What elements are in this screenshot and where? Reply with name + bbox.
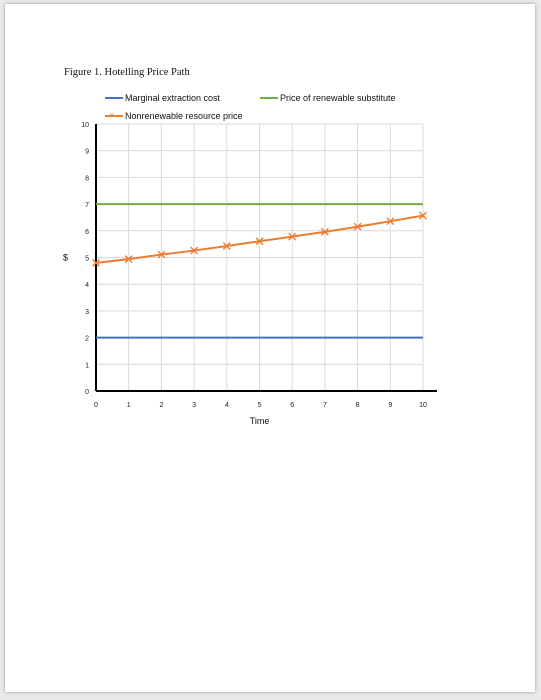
y-tick-label: 2	[85, 336, 89, 343]
x-tick-label: 3	[192, 402, 196, 409]
data-point-marker	[353, 222, 362, 231]
x-tick-label: 1	[127, 402, 131, 409]
y-tick-label: 1	[85, 362, 89, 369]
legend-swatch-nonrenewable-price: ×	[105, 110, 123, 120]
y-tick-label: 7	[85, 202, 89, 209]
legend-label-nonrenewable-price: Nonrenewable resource price	[125, 111, 243, 121]
x-tick-label: 7	[323, 402, 327, 409]
x-tick-label: 8	[356, 402, 360, 409]
x-tick-label: 9	[388, 402, 392, 409]
x-tick-label: 6	[290, 402, 294, 409]
legend-item-marginal-extraction-cost: Marginal extraction cost	[105, 93, 220, 103]
y-tick-label: 8	[85, 175, 89, 182]
x-axis-label: Time	[250, 416, 270, 426]
figure-title: Figure 1. Hotelling Price Path	[64, 67, 190, 78]
x-tick-label: 0	[94, 402, 98, 409]
x-tick-label: 4	[225, 402, 229, 409]
legend-swatch-marginal-extraction-cost	[105, 97, 123, 99]
document-page: Figure 1. Hotelling Price Path Marginal …	[5, 4, 535, 692]
data-point-marker	[320, 227, 329, 236]
x-tick-label: 2	[159, 402, 163, 409]
y-tick-label: 4	[85, 282, 89, 289]
data-point-marker	[419, 211, 427, 220]
y-tick-label: 9	[85, 149, 89, 156]
y-tick-label: 3	[85, 309, 89, 316]
x-tick-label: 10	[419, 402, 427, 409]
data-point-marker	[157, 250, 166, 259]
data-point-marker	[124, 255, 133, 264]
data-point-marker	[190, 246, 199, 255]
line-chart: 0 1 2 3 4 5 6 7 8 9 10 0 1 2 3 4 5 6 7 8 9 10 Time $	[63, 122, 437, 426]
y-tick-label: 10	[81, 122, 89, 129]
y-tick-label: 5	[85, 256, 89, 263]
legend-swatch-renewable-substitute	[260, 97, 278, 99]
legend-label-marginal-extraction-cost: Marginal extraction cost	[125, 93, 221, 103]
data-point-marker	[92, 258, 100, 267]
legend-item-nonrenewable-price: × Nonrenewable resource price	[105, 110, 243, 121]
x-tick-label: 5	[258, 402, 262, 409]
data-point-marker	[386, 217, 395, 226]
data-point-marker	[255, 237, 264, 246]
legend-label-renewable-substitute: Price of renewable substitute	[280, 93, 396, 103]
y-tick-label: 0	[85, 389, 89, 396]
y-tick-label: 6	[85, 229, 89, 236]
legend-item-renewable-substitute: Price of renewable substitute	[260, 93, 396, 103]
y-axis-label: $	[63, 253, 68, 263]
data-point-marker	[222, 242, 231, 251]
data-point-marker	[288, 232, 297, 241]
